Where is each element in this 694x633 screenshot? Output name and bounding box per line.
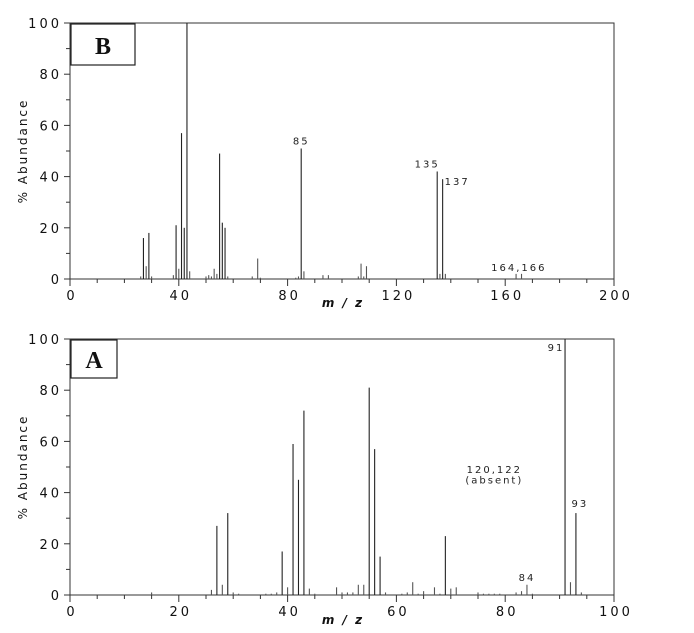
x-tick-label: 120	[381, 289, 415, 304]
peak-annotation: 91	[548, 343, 565, 354]
y-axis-b: 0 20 40 60 80 100	[28, 17, 70, 288]
x-tick-label: 80	[278, 289, 301, 304]
y-tick-label: 60	[39, 435, 62, 450]
x-tick-label: 40	[278, 605, 301, 620]
plot-frame	[69, 22, 615, 280]
panel-label-a: A	[70, 339, 118, 379]
peak-annotation: 137	[445, 177, 470, 188]
annotations-a: 91 93 84 120,122(absent)	[465, 343, 589, 584]
x-tick-label: 160	[490, 289, 524, 304]
peak-annotation: 135	[415, 159, 440, 170]
y-tick-label: 80	[39, 68, 62, 83]
x-axis-title-b: m / z	[322, 296, 364, 310]
x-tick-label: 100	[599, 605, 633, 620]
y-tick-label: 0	[51, 273, 62, 288]
x-tick-label: 60	[387, 605, 410, 620]
x-axis-a: 0 20 40 60 80 100	[66, 595, 633, 620]
x-tick-label: 40	[170, 289, 193, 304]
spectrum-panel-a: 0 20 40 60 80 100 0 20 40 60 80 100 91 93 84 120,122(…	[16, 333, 633, 627]
peak-annotation: 85	[293, 136, 310, 147]
y-tick-label: 40	[39, 487, 62, 502]
y-tick-label: 80	[39, 384, 62, 399]
x-tick-label: 0	[66, 289, 77, 304]
y-tick-label: 20	[39, 538, 62, 553]
y-axis-title-b: % Abundance	[16, 99, 30, 204]
y-tick-label: 40	[39, 171, 62, 186]
y-axis-title-a: % Abundance	[16, 415, 30, 520]
x-tick-label: 0	[66, 605, 77, 620]
peak-annotation: 84	[519, 573, 536, 584]
peak-annotation: 120,122	[467, 465, 522, 476]
spectrum-panel-b: 0 20 40 60 80 100 0 40 80 120 160 200 85 135 137 164,…	[16, 17, 633, 310]
annotations-b: 85 135 137 164,166	[293, 136, 546, 274]
svg-text:A: A	[85, 348, 103, 374]
y-tick-label: 100	[28, 333, 62, 348]
y-axis-a: 0 20 40 60 80 100	[28, 333, 70, 604]
peak-annotation: 164,166	[491, 263, 546, 274]
y-tick-label: 20	[39, 222, 62, 237]
peaks-a	[151, 339, 582, 595]
plot-frame	[69, 338, 615, 596]
y-tick-label: 60	[39, 119, 62, 134]
peak-annotation: (absent)	[465, 475, 523, 486]
panel-label-b: B	[70, 23, 136, 66]
x-tick-label: 20	[170, 605, 193, 620]
x-axis-title-a: m / z	[322, 613, 364, 627]
x-tick-label: 200	[599, 289, 633, 304]
peak-annotation: 93	[572, 499, 589, 510]
x-tick-label: 80	[496, 605, 519, 620]
svg-text:B: B	[95, 34, 111, 60]
y-tick-label: 0	[51, 589, 62, 604]
peaks-b	[140, 23, 523, 279]
x-axis-b: 0 40 80 120 160 200	[66, 279, 633, 304]
y-tick-label: 100	[28, 17, 62, 32]
